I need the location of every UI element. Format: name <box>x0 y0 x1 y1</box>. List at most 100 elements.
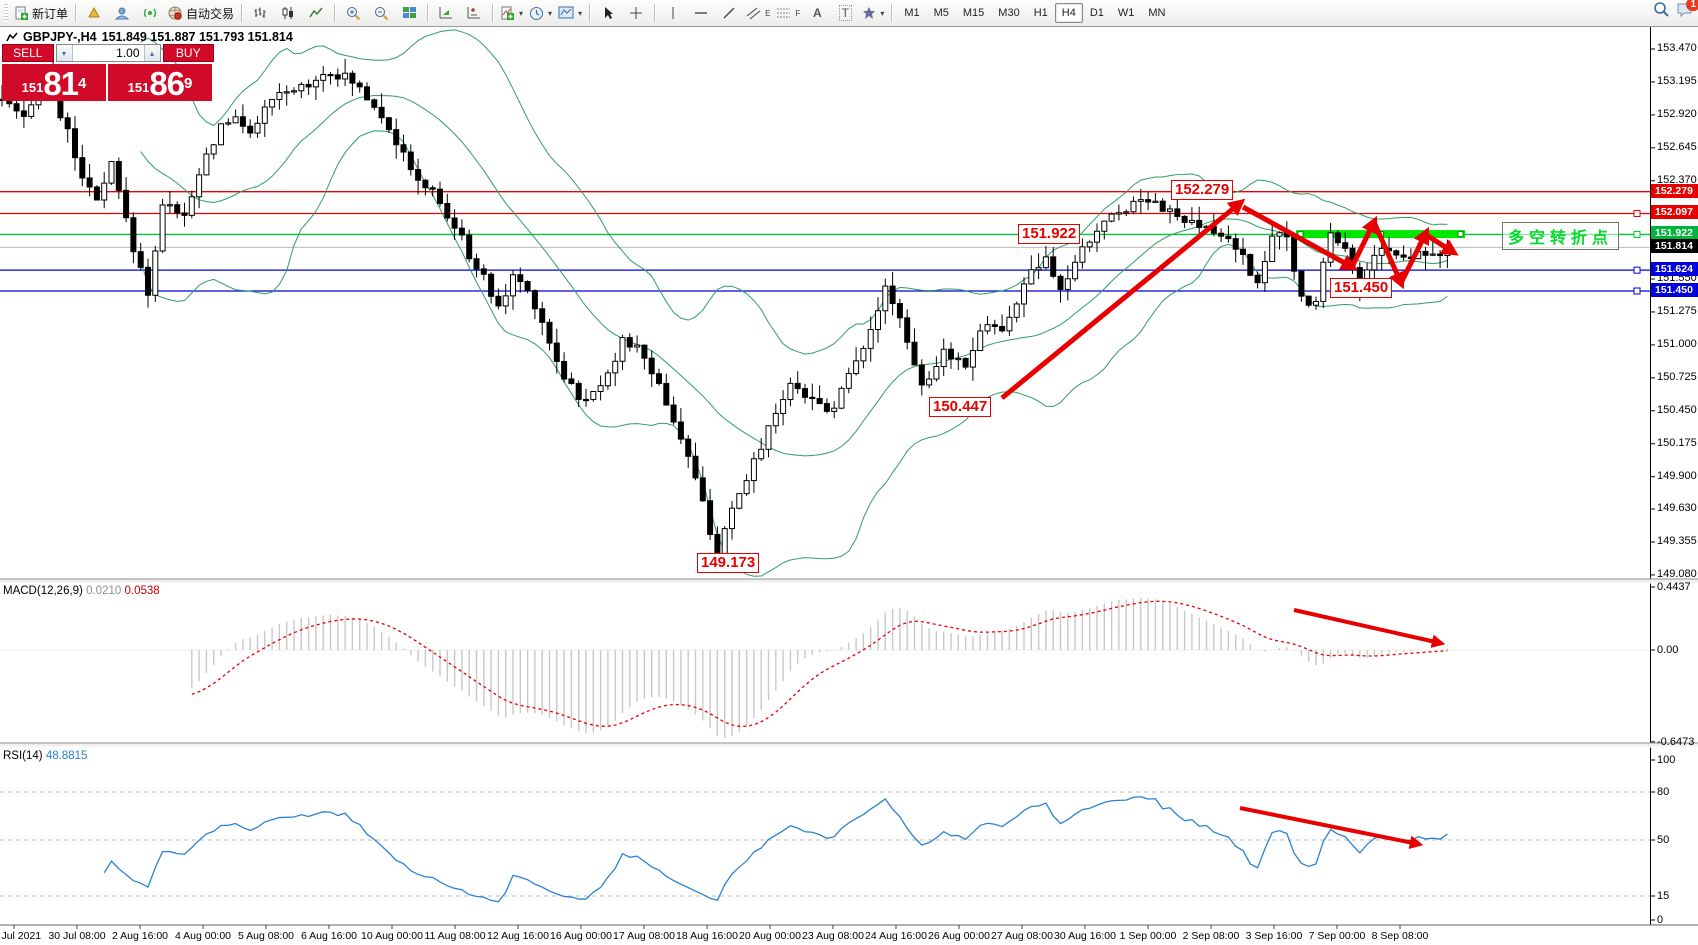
time-axis-label: 8 Sep 08:00 <box>1371 930 1429 942</box>
rsi-tick-label: 100 <box>1657 754 1676 766</box>
price-callout-label[interactable]: 151.450 <box>1330 278 1393 298</box>
timeframe-h4-button[interactable]: H4 <box>1054 3 1083 23</box>
sell-price-point: 4 <box>78 75 87 92</box>
notification-count-badge: 1 <box>1686 0 1698 11</box>
volume-input[interactable]: 1.00 <box>116 46 140 60</box>
timeframe-mn-button[interactable]: MN <box>1148 7 1166 19</box>
signals-button[interactable] <box>137 2 163 24</box>
price-callout-label[interactable]: 151.922 <box>1018 224 1081 244</box>
channel-letter: E <box>765 8 771 18</box>
rsi-tick-label: 15 <box>1657 890 1670 902</box>
auto-trading-button[interactable]: 自动交易 <box>165 2 236 24</box>
profile-button[interactable] <box>109 2 135 24</box>
line-chart-mode-button[interactable] <box>303 2 329 24</box>
price-callout-label[interactable]: 152.279 <box>1171 180 1234 200</box>
macd-tick-label: 0.4437 <box>1657 581 1691 594</box>
time-axis-label: 12 Aug 16:00 <box>487 930 549 942</box>
fibonacci-tool-button[interactable]: F <box>774 2 802 24</box>
dropdown-arrow-icon: ▾ <box>880 8 885 18</box>
periods-button[interactable]: ▾ <box>527 2 554 24</box>
profile-icon <box>114 7 130 20</box>
time-axis-label: 5 Aug 08:00 <box>237 930 295 942</box>
shapes-tool-button[interactable]: ▾ <box>860 2 886 24</box>
time-axis-label: 16 Aug 00:00 <box>550 930 612 942</box>
time-axis-label: 7 Sep 00:00 <box>1308 930 1366 942</box>
zoom-in-button[interactable] <box>340 2 366 24</box>
time-axis-label: 27 Aug 08:00 <box>991 930 1053 942</box>
crosshair-tool-button[interactable] <box>623 2 649 24</box>
timeframe-m30-button[interactable]: M30 <box>998 7 1020 19</box>
buy-button[interactable]: BUY <box>162 44 215 62</box>
time-axis-label: 1 Sep 00:00 <box>1119 930 1177 942</box>
time-axis-label: 6 Aug 16:00 <box>300 930 358 942</box>
buy-price-pips: 86 <box>149 65 185 102</box>
timeframe-d1-button[interactable]: D1 <box>1089 7 1104 19</box>
text-tool-letter: T <box>838 5 852 21</box>
bar-chart-icon <box>254 7 266 18</box>
timeframe-m15-button[interactable]: M15 <box>962 7 985 19</box>
new-order-button[interactable]: 新订单 <box>12 2 70 24</box>
price-tick-label: 150.450 <box>1657 403 1697 416</box>
time-axis-label: 4 Aug 00:00 <box>174 930 232 942</box>
macd-main-value: 0.0210 <box>86 585 122 597</box>
price-callout-label[interactable]: 150.447 <box>929 397 992 417</box>
cursor-tool-button[interactable] <box>595 2 621 24</box>
equidistant-channel-icon <box>746 7 761 20</box>
signal-icon <box>143 8 157 18</box>
candlestick-icon <box>282 7 294 19</box>
sell-button[interactable]: SELL <box>2 44 54 62</box>
tile-windows-button[interactable] <box>396 2 422 24</box>
candlestick-mode-button[interactable] <box>275 2 301 24</box>
auto-scroll-button[interactable] <box>433 2 459 24</box>
bar-chart-mode-button[interactable] <box>247 2 273 24</box>
tile-windows-icon <box>402 7 416 18</box>
volume-increase-button[interactable]: ▴ <box>143 45 160 61</box>
sell-price-display[interactable]: 151 81 4 <box>2 64 106 101</box>
macd-tick-label: 0.00 <box>1657 644 1679 656</box>
toolbar-separator <box>334 4 336 22</box>
auto-trading-icon <box>168 6 182 20</box>
dropdown-arrow-icon: ▾ <box>519 8 524 18</box>
buy-price-point: 9 <box>184 75 193 92</box>
buy-price-display[interactable]: 151 86 9 <box>108 64 212 101</box>
price-tick-label: 152.370 <box>1657 173 1697 186</box>
templates-button[interactable]: ▾ <box>556 2 584 24</box>
time-axis-label: 10 Aug 00:00 <box>361 930 423 942</box>
price-callout-label[interactable]: 149.173 <box>697 553 760 573</box>
chart-shift-button[interactable] <box>461 2 487 24</box>
horizontal-line-tool-button[interactable] <box>688 2 714 24</box>
trendline-tool-button[interactable] <box>716 2 742 24</box>
sell-price-pips: 81 <box>43 65 79 102</box>
vertical-line-tool-button[interactable] <box>660 2 686 24</box>
macd-pane <box>0 597 1650 738</box>
clock-icon <box>530 6 544 20</box>
timeframe-m5-button[interactable]: M5 <box>933 7 949 19</box>
rsi-tick-label: 80 <box>1657 786 1670 798</box>
search-icon[interactable] <box>1653 1 1670 18</box>
channel-tool-button[interactable]: E <box>744 2 772 24</box>
arrows-tool-button[interactable]: A <box>804 2 830 24</box>
zoom-out-button[interactable] <box>368 2 394 24</box>
text-tool-button[interactable]: T <box>832 2 858 24</box>
macd-trend-arrow <box>1293 608 1446 648</box>
time-axis-label: 17 Aug 08:00 <box>613 930 675 942</box>
indicators-button[interactable]: ▾ <box>498 2 525 24</box>
volume-decrease-button[interactable]: ▾ <box>56 45 73 61</box>
notifications-button[interactable]: 1 <box>1676 0 1698 18</box>
vertical-line-icon <box>672 7 674 19</box>
deposit-button[interactable] <box>81 2 107 24</box>
template-icon <box>558 6 574 19</box>
price-tick-label: 152.645 <box>1657 140 1697 153</box>
pivot-point-label[interactable]: 多空转折点 <box>1502 222 1620 250</box>
price-line-badge: 151.922 <box>1651 226 1698 241</box>
timeframe-h1-button[interactable]: H1 <box>1033 7 1048 19</box>
toolbar-grip[interactable] <box>4 4 8 22</box>
sell-price-figure: 151 <box>21 80 44 95</box>
fibo-letter: F <box>795 8 801 18</box>
timeframe-m1-button[interactable]: M1 <box>904 7 920 19</box>
timeframe-w1-button[interactable]: W1 <box>1117 7 1135 19</box>
zoom-in-icon <box>346 6 360 20</box>
rsi-tick-label: 0 <box>1657 914 1664 926</box>
